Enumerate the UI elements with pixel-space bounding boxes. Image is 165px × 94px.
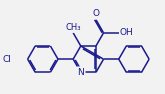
Text: CH₃: CH₃ xyxy=(66,23,81,32)
Text: O: O xyxy=(92,9,99,19)
Text: Cl: Cl xyxy=(3,55,12,64)
Text: N: N xyxy=(77,68,84,77)
Text: OH: OH xyxy=(120,28,134,37)
